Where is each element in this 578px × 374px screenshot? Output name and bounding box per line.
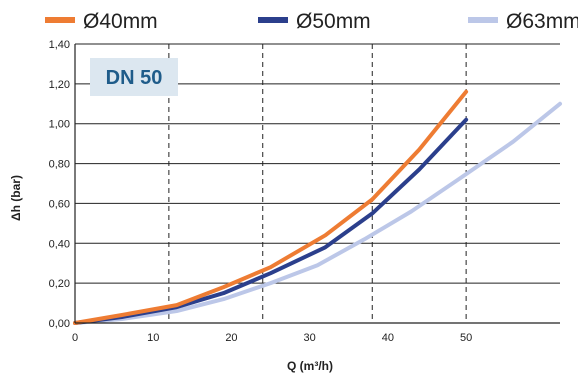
series-line — [73, 117, 469, 325]
axes: 0,00 0,20 0,40 0,60 0,80 1,00 1,20 1,40 0 10 20 30 4… — [49, 39, 560, 344]
legend-label: Ø40mm — [83, 10, 158, 33]
y-tick-label: 1,00 — [49, 119, 70, 131]
badge-label: DN 50 — [106, 67, 163, 89]
x-axis-title: Q (m³/h) — [287, 359, 333, 373]
series-line — [73, 101, 562, 325]
x-tick-label: 40 — [382, 332, 394, 344]
legend: Ø40mm Ø50mm Ø63mm — [45, 10, 578, 33]
legend-label: Ø50mm — [296, 10, 371, 33]
y-axis-title: Δh (bar) — [9, 175, 23, 221]
badge-background — [90, 58, 178, 96]
x-tick-label: 50 — [460, 332, 472, 344]
badge: DN 50 — [90, 58, 178, 96]
legend-label: Ø63mm — [506, 10, 578, 33]
x-tick-label: 0 — [72, 332, 78, 344]
y-tick-label: 1,40 — [49, 39, 70, 51]
series-line — [73, 89, 469, 325]
y-tick-label: 0,40 — [49, 238, 70, 250]
y-tick-label: 0,00 — [49, 318, 70, 330]
plot-lines — [73, 89, 562, 325]
y-tick-label: 0,20 — [49, 278, 70, 290]
y-tick-label: 1,20 — [49, 79, 70, 91]
x-tick-label: 10 — [147, 332, 159, 344]
y-tick-label: 0,60 — [49, 198, 70, 210]
y-tick-label: 0,80 — [49, 159, 70, 171]
x-tick-label: 30 — [304, 332, 316, 344]
x-tick-label: 20 — [225, 332, 237, 344]
